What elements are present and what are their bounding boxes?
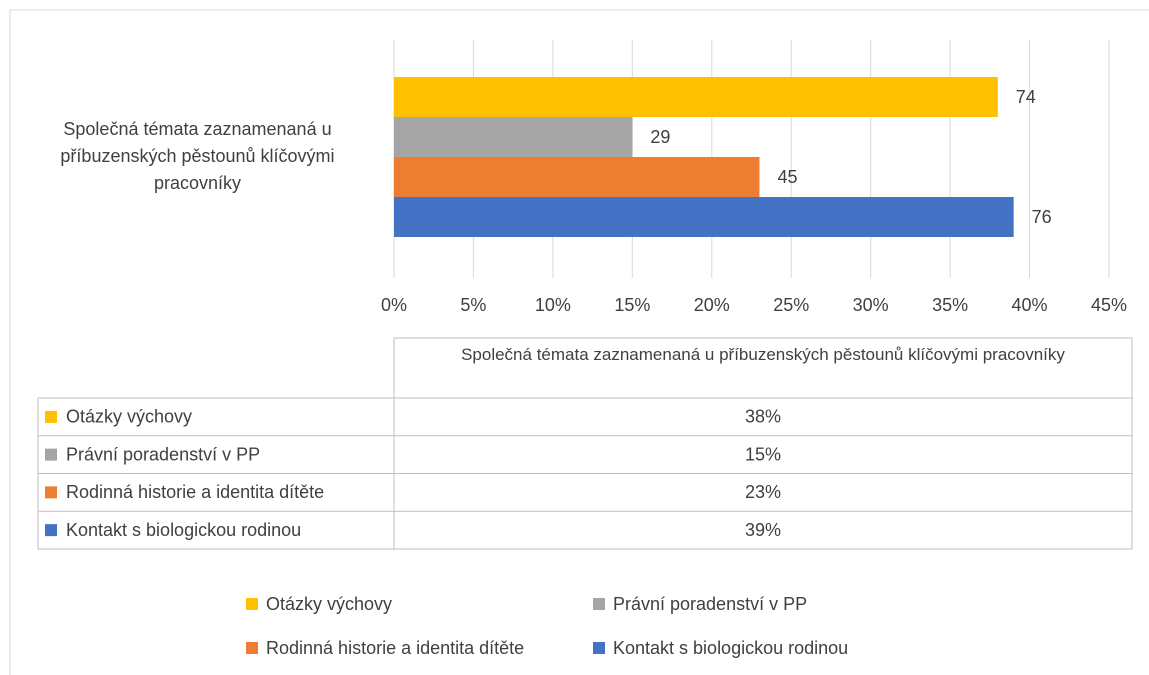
legend-key: [45, 524, 57, 537]
legend-key: [45, 448, 57, 461]
table-cell: 39%: [745, 520, 781, 540]
legend-label: Kontakt s biologickou rodinou: [613, 638, 848, 658]
x-tick-label: 5%: [460, 295, 486, 315]
table-row-label: Otázky výchovy: [66, 407, 192, 427]
legend-key: [593, 642, 605, 654]
table-row-label: Kontakt s biologickou rodinou: [66, 520, 301, 540]
x-tick-label: 0%: [381, 295, 407, 315]
table-cell: 38%: [745, 407, 781, 427]
data-label: 45: [777, 167, 797, 187]
legend-key: [45, 486, 57, 499]
legend-label: Právní poradenství v PP: [613, 594, 807, 614]
bar: [394, 197, 1014, 237]
x-tick-label: 45%: [1091, 295, 1127, 315]
legend-label: Otázky výchovy: [266, 594, 392, 614]
legend-key: [45, 410, 57, 423]
category-label: Společná témata zaznamenaná u příbuzensk…: [60, 119, 335, 193]
x-tick-label: 15%: [614, 295, 650, 315]
table-cell: 23%: [745, 482, 781, 502]
x-tick-label: 25%: [773, 295, 809, 315]
bar: [394, 157, 760, 197]
bar: [394, 77, 998, 117]
x-tick-label: 40%: [1012, 295, 1048, 315]
bar: [394, 117, 633, 157]
chart-frame: [9, 9, 1149, 675]
table-header: Společná témata zaznamenaná u příbuzensk…: [461, 345, 1065, 364]
x-tick-label: 30%: [853, 295, 889, 315]
table-row-label: Právní poradenství v PP: [66, 444, 260, 464]
x-tick-label: 20%: [694, 295, 730, 315]
table-cell: 15%: [745, 444, 781, 464]
legend-key: [246, 642, 258, 654]
data-label: 74: [1016, 87, 1036, 107]
legend-key: [593, 598, 605, 610]
data-label: 76: [1032, 207, 1052, 227]
table-row-label: Rodinná historie a identita dítěte: [66, 482, 324, 502]
legend-key: [246, 598, 258, 610]
x-tick-label: 10%: [535, 295, 571, 315]
legend-label: Rodinná historie a identita dítěte: [266, 638, 524, 658]
x-tick-label: 35%: [932, 295, 968, 315]
data-label: 29: [650, 127, 670, 147]
